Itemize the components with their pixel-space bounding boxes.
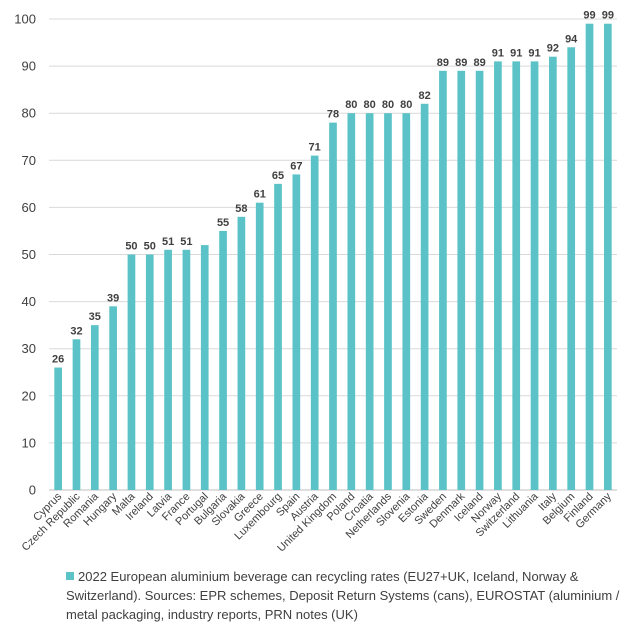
legend-swatch	[66, 572, 74, 580]
y-tick-label: 50	[22, 247, 36, 262]
bar	[549, 56, 557, 491]
data-label: 51	[162, 236, 174, 248]
data-label: 80	[382, 99, 394, 111]
data-label: 99	[602, 10, 614, 22]
data-label: 89	[455, 57, 467, 69]
data-label: 89	[437, 57, 449, 69]
y-tick-label: 80	[22, 106, 36, 121]
bar	[585, 23, 594, 491]
y-tick-label: 0	[29, 483, 36, 498]
bar	[347, 113, 356, 490]
bar	[439, 70, 447, 490]
bar	[292, 174, 301, 490]
bar	[274, 183, 282, 490]
data-label: 80	[364, 99, 376, 111]
bar	[200, 245, 209, 490]
data-label: 39	[107, 292, 119, 304]
bar	[384, 113, 392, 490]
data-label: 67	[290, 160, 302, 172]
data-labels: 26 32 35 39 50 50 51 51 55 58 61 65 67 71 78 80 80 80 80 82…	[52, 10, 614, 366]
bar	[329, 122, 337, 491]
y-tick-label: 70	[22, 153, 36, 168]
y-tick-label: 90	[22, 59, 36, 74]
bar	[255, 202, 264, 490]
y-tick-label: 20	[22, 388, 36, 403]
bar	[237, 216, 246, 490]
bar	[512, 61, 521, 490]
data-label: 50	[144, 241, 156, 253]
bar	[494, 61, 502, 490]
bar	[145, 254, 154, 490]
data-label: 26	[52, 354, 64, 366]
bar	[457, 70, 466, 490]
bar	[475, 70, 484, 490]
bar	[530, 61, 539, 490]
data-label: 32	[70, 325, 82, 337]
data-label: 35	[89, 311, 101, 323]
y-axis-tick-labels: 0 10 20 30 40 50 60 70 80 90 100	[14, 12, 36, 498]
bar	[109, 306, 117, 490]
legend: 2022 European aluminium beverage can rec…	[66, 567, 626, 624]
bar	[72, 339, 81, 490]
data-label: 55	[217, 217, 229, 229]
bar	[90, 325, 99, 490]
y-tick-label: 10	[22, 435, 36, 450]
data-label: 92	[547, 43, 559, 55]
data-label: 71	[309, 142, 321, 154]
data-label: 78	[327, 109, 339, 121]
data-label: 65	[272, 170, 284, 182]
y-tick-label: 40	[22, 294, 36, 309]
data-label: 61	[254, 189, 266, 201]
bar	[603, 23, 612, 491]
data-label: 80	[345, 99, 357, 111]
y-tick-label: 30	[22, 341, 36, 356]
y-tick-label: 100	[14, 12, 36, 27]
bar	[365, 113, 374, 490]
bar	[219, 230, 227, 490]
data-label: 91	[510, 47, 522, 59]
bars	[54, 23, 612, 491]
legend-label: 2022 European aluminium beverage can rec…	[66, 569, 620, 622]
data-label: 50	[125, 241, 137, 253]
bar	[310, 155, 319, 490]
bar	[164, 249, 172, 490]
data-label: 82	[418, 90, 430, 102]
bar	[402, 113, 411, 490]
bar	[567, 47, 576, 490]
bar	[54, 367, 63, 490]
bar	[182, 249, 191, 490]
data-label: 91	[492, 47, 504, 59]
data-label: 99	[583, 10, 595, 22]
data-label: 94	[565, 33, 578, 45]
y-tick-label: 60	[22, 200, 36, 215]
data-label: 51	[180, 236, 192, 248]
data-label: 91	[528, 47, 540, 59]
data-label: 80	[400, 99, 412, 111]
data-label: 58	[235, 203, 247, 215]
bar	[127, 254, 136, 490]
data-label: 89	[473, 57, 485, 69]
bar	[420, 103, 429, 490]
